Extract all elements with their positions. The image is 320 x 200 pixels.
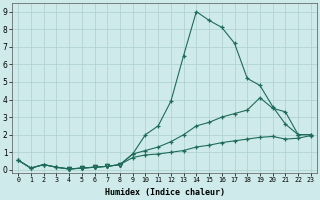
X-axis label: Humidex (Indice chaleur): Humidex (Indice chaleur) — [105, 188, 225, 197]
